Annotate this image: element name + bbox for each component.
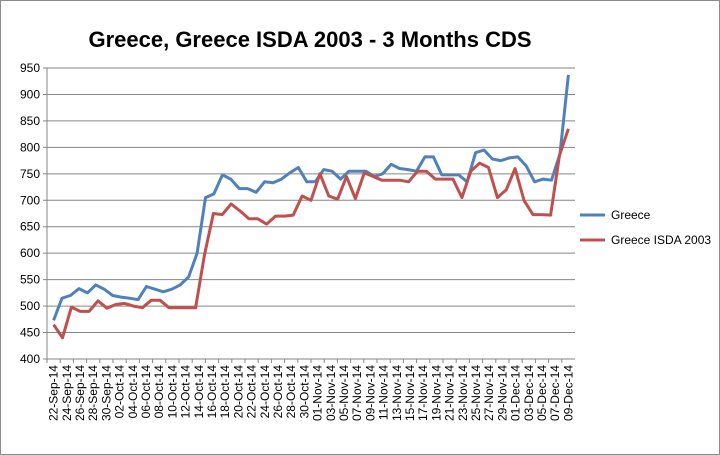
x-tick-label: 22-Sep-14 [47, 365, 61, 421]
x-tick-label: 07-Dec-14 [548, 365, 562, 421]
y-tick-label: 450 [20, 326, 40, 340]
legend-label: Greece [611, 208, 651, 222]
x-tick-label: 08-Oct-14 [152, 365, 166, 419]
y-tick-label: 900 [20, 87, 40, 101]
x-tick-label: 11-Nov-14 [377, 365, 391, 420]
y-tick-label: 550 [20, 273, 40, 287]
series-lines [52, 74, 570, 340]
chart-title: Greece, Greece ISDA 2003 - 3 Months CDS [88, 27, 532, 52]
x-tick-label: 02-Oct-14 [113, 365, 127, 419]
y-tick-label: 950 [20, 61, 40, 75]
x-tick-label: 13-Nov-14 [390, 365, 404, 421]
y-tick-label: 800 [20, 140, 40, 154]
x-tick-label: 28-Oct-14 [284, 365, 298, 419]
x-tick-label: 19-Nov-14 [429, 365, 443, 421]
legend: Greece Greece ISDA 2003 [580, 208, 711, 247]
x-tick-label: 04-Oct-14 [126, 365, 140, 419]
axes [46, 68, 575, 360]
x-tick-label: 01-Nov-14 [311, 365, 325, 421]
x-tick-label: 23-Nov-14 [456, 365, 470, 421]
x-tick-label: 16-Oct-14 [205, 365, 219, 419]
y-tick-label: 600 [20, 246, 40, 260]
x-tick-label: 03-Nov-14 [324, 365, 338, 421]
x-tick-label: 07-Nov-14 [350, 365, 364, 421]
x-tick-label: 30-Oct-14 [297, 365, 311, 419]
x-tick-label: 26-Sep-14 [73, 365, 87, 421]
x-tick-label: 01-Dec-14 [509, 365, 523, 421]
y-tick-label: 700 [20, 193, 40, 207]
y-tick-label: 400 [20, 352, 40, 366]
x-tick-label: 21-Nov-14 [443, 365, 457, 421]
x-tick-label: 18-Oct-14 [218, 365, 232, 419]
x-axis-ticks: 22-Sep-14 24-Sep-14 26-Sep-14 28-Sep-14 30-S… [46, 359, 575, 421]
y-tick-label: 750 [20, 167, 40, 181]
x-tick-label: 17-Nov-14 [416, 365, 430, 421]
gridlines [47, 67, 575, 360]
x-tick-label: 09-Dec-14 [561, 365, 575, 421]
x-tick-label: 10-Oct-14 [165, 365, 179, 419]
y-tick-label: 850 [20, 114, 40, 128]
x-tick-label: 05-Dec-14 [535, 365, 549, 421]
legend-label: Greece ISDA 2003 [611, 233, 711, 247]
x-tick-label: 15-Nov-14 [403, 365, 417, 421]
series-line-1 [52, 74, 570, 321]
x-tick-label: 22-Oct-14 [245, 365, 259, 419]
x-tick-label: 03-Dec-14 [522, 365, 536, 421]
x-tick-label: 29-Nov-14 [495, 365, 509, 421]
x-tick-label: 14-Oct-14 [192, 365, 206, 419]
y-tick-label: 650 [20, 220, 40, 234]
x-tick-label: 26-Oct-14 [271, 365, 285, 419]
x-tick-label: 28-Sep-14 [86, 365, 100, 421]
x-tick-label: 24-Oct-14 [258, 365, 272, 419]
x-tick-label: 27-Nov-14 [482, 365, 496, 421]
x-tick-label: 06-Oct-14 [139, 365, 153, 419]
x-tick-label: 24-Sep-14 [60, 365, 74, 421]
y-tick-label: 500 [20, 299, 40, 313]
x-tick-label: 30-Sep-14 [99, 365, 113, 421]
x-tick-label: 20-Oct-14 [231, 365, 245, 419]
x-tick-label: 12-Oct-14 [179, 365, 193, 419]
x-tick-label: 25-Nov-14 [469, 365, 483, 421]
series-line-2 [52, 128, 570, 340]
y-axis-ticks: 400 450 500 550 600 650 700 750 800 850 900 950 [20, 61, 47, 366]
x-tick-label: 05-Nov-14 [337, 365, 351, 421]
x-tick-label: 09-Nov-14 [363, 365, 377, 421]
